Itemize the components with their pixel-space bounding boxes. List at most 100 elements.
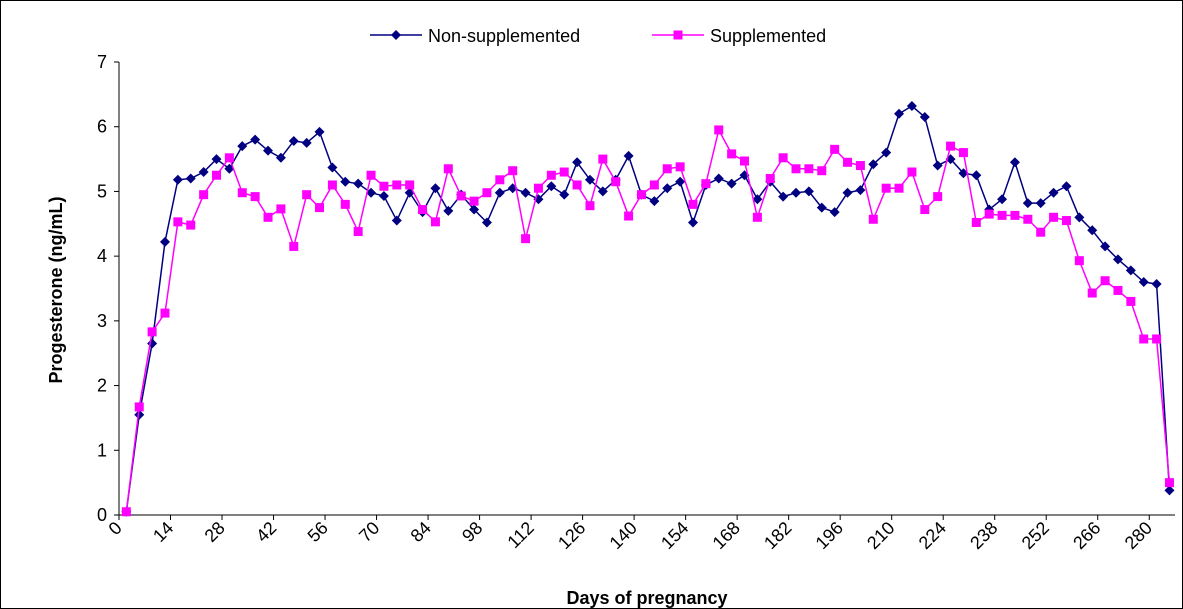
data-point (456, 191, 466, 201)
data-point (803, 186, 814, 197)
y-tick-label: 1 (97, 440, 107, 460)
data-point (546, 181, 557, 192)
data-point (353, 178, 364, 189)
data-point (263, 212, 273, 222)
data-point (791, 164, 801, 174)
data-point (275, 152, 286, 163)
y-tick-label: 3 (97, 311, 107, 331)
data-point (829, 207, 840, 218)
data-point (1036, 227, 1046, 237)
data-point (932, 160, 943, 171)
data-point (1048, 187, 1059, 198)
data-point (778, 191, 789, 202)
data-point (791, 187, 802, 198)
data-point (469, 196, 479, 206)
data-point (1100, 241, 1111, 252)
data-point (624, 211, 634, 221)
data-point (430, 217, 440, 227)
data-point (894, 183, 904, 193)
data-point (855, 161, 865, 171)
data-point (804, 164, 814, 174)
data-point (237, 188, 247, 198)
data-point (933, 192, 943, 202)
data-point (418, 205, 428, 215)
data-point (481, 217, 492, 228)
data-point (675, 176, 686, 187)
data-point (1126, 296, 1136, 306)
data-point (430, 183, 441, 194)
data-point (443, 164, 453, 174)
series-line (125, 127, 1171, 512)
data-point (1009, 157, 1020, 168)
data-point (817, 166, 827, 176)
data-point (186, 220, 196, 230)
data-point (842, 187, 853, 198)
data-point (559, 189, 570, 200)
data-point (597, 186, 608, 197)
data-point (250, 192, 260, 202)
data-point (765, 173, 775, 183)
data-point (314, 126, 325, 137)
y-axis-title: Progesterone (ng/mL) (46, 196, 66, 383)
data-point (752, 212, 762, 222)
data-point (958, 168, 969, 179)
y-tick-label: 6 (97, 117, 107, 137)
data-point (623, 150, 634, 161)
data-point (1152, 334, 1162, 344)
data-point (211, 154, 222, 165)
data-point (379, 181, 389, 191)
data-point (302, 190, 312, 200)
data-point (327, 162, 338, 173)
data-point (340, 199, 350, 209)
data-point (1087, 225, 1098, 236)
data-point (984, 209, 994, 219)
data-point (533, 183, 543, 193)
data-point (1151, 278, 1162, 289)
data-point (1010, 210, 1020, 220)
legend-marker (673, 30, 683, 40)
data-point (546, 170, 556, 180)
data-point (173, 217, 183, 227)
data-point (301, 137, 312, 148)
data-point (289, 241, 299, 251)
data-point (199, 190, 209, 200)
legend-label: Supplemented (710, 26, 826, 46)
data-point (147, 327, 157, 337)
data-point (997, 194, 1008, 205)
y-tick-label: 2 (97, 376, 107, 396)
data-point (971, 217, 981, 227)
data-point (327, 180, 337, 190)
data-point (353, 227, 363, 237)
data-point (1164, 485, 1175, 496)
x-axis-title: Days of pregnancy (566, 588, 727, 608)
data-point (726, 178, 737, 189)
data-point (1087, 288, 1097, 298)
data-point (662, 183, 673, 194)
data-point (727, 149, 737, 159)
data-point (1113, 285, 1123, 295)
data-point (881, 147, 892, 158)
data-point (366, 187, 377, 198)
data-point (881, 183, 891, 193)
data-point (894, 108, 905, 119)
data-point (701, 179, 711, 189)
data-point (1164, 478, 1174, 488)
data-point (572, 180, 582, 190)
data-point (521, 234, 531, 244)
data-point (469, 204, 480, 215)
data-point (198, 167, 209, 178)
data-point (508, 166, 518, 176)
data-point (688, 199, 698, 209)
data-point (134, 402, 144, 412)
data-point (997, 210, 1007, 220)
data-point (920, 205, 930, 215)
data-point (159, 236, 170, 247)
data-point (611, 177, 621, 187)
data-point (778, 153, 788, 163)
data-point (1139, 334, 1149, 344)
data-point (906, 101, 917, 112)
y-tick-label: 4 (97, 246, 107, 266)
data-point (1061, 216, 1071, 226)
